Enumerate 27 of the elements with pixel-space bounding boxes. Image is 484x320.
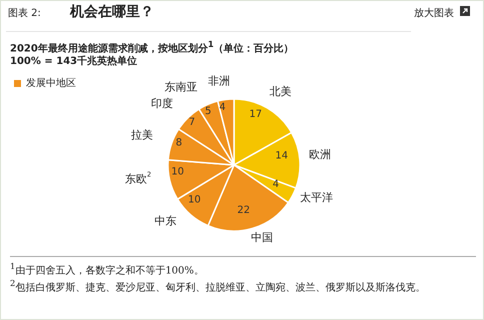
slice-label: 欧洲 — [308, 147, 331, 160]
slice-label: 拉美 — [131, 128, 154, 141]
text: 2020年最终用途能源需求削减，按地区划分$^{1}$（单位：百分比） 100% = 143千兆英热单位 — [10, 39, 294, 68]
data-label: 4 — [219, 102, 226, 114]
slice-label: 太平洋 — [300, 190, 333, 204]
data-label: 5 — [205, 106, 212, 117]
legend-title: 发展中地区 — [26, 76, 76, 90]
data-label: 22 — [237, 205, 250, 216]
slice-label: 中国 — [251, 230, 274, 244]
slice-label: 东南亚 — [164, 80, 198, 93]
slice-label: 中东 — [154, 214, 177, 227]
data-label: 7 — [188, 116, 196, 128]
slice-label: 印度 — [150, 96, 173, 110]
slice-label: 东欧$^{2}$ — [124, 170, 152, 185]
data-label: 14 — [275, 150, 288, 162]
text: $^{1}$由于四舍五入，各数字之和不等于100%。 — [10, 260, 205, 278]
data-label: 10 — [171, 166, 184, 178]
text: $^{2}$包括白俄罗斯、捷克、爱沙尼亚、匈牙利、拉脱维亚、立陶宛、波兰、俄罗斯以及斯洛伐克。 — [10, 277, 426, 295]
slice-label: 北美 — [269, 84, 292, 98]
data-label: 4 — [272, 178, 279, 190]
data-label: 10 — [188, 194, 201, 206]
data-label: 17 — [249, 108, 262, 120]
slice-label: 非洲 — [208, 74, 230, 88]
chart-title: 机会在哪里？ — [70, 3, 154, 21]
text: 图表 2: — [8, 6, 41, 20]
text: 放大图表 — [414, 6, 454, 20]
data-label: 8 — [176, 138, 182, 149]
